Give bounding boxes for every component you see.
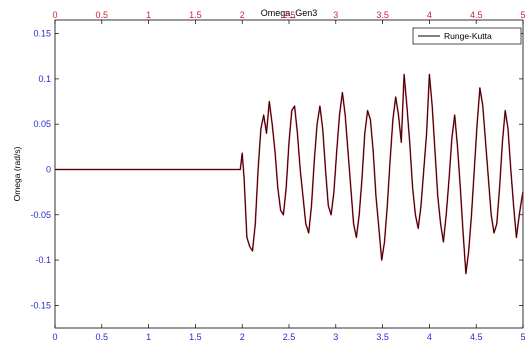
x-tick-label: 2 <box>240 332 245 342</box>
y-tick-label: -0.15 <box>30 300 51 310</box>
x-top-tick-label: 0.5 <box>96 10 109 20</box>
y-tick-label: 0.15 <box>33 29 51 39</box>
y-tick-label: 0.1 <box>38 74 51 84</box>
y-tick-label: -0.05 <box>30 210 51 220</box>
legend: Runge-Kutta <box>412 27 522 45</box>
x-top-tick-label: 1 <box>146 10 151 20</box>
x-top-tick-label: 3 <box>333 10 338 20</box>
x-tick-label: 0 <box>52 332 57 342</box>
x-top-tick-label: 1.5 <box>189 10 202 20</box>
x-tick-label: 2.5 <box>283 332 296 342</box>
chart-title: Omega_Gen3 <box>261 8 318 18</box>
x-top-tick-label: 2.5 <box>283 10 296 20</box>
x-tick-label: 1.5 <box>189 332 202 342</box>
x-top-tick-label: 0 <box>52 10 57 20</box>
series-lines <box>55 73 524 275</box>
x-top-tick-label: 3.5 <box>376 10 389 20</box>
y-axis-label: Omega (rad/s) <box>12 146 22 201</box>
plot-area <box>54 19 524 329</box>
x-top-tick-label: 5 <box>520 10 525 20</box>
y-tick-label: 0.05 <box>33 119 51 129</box>
x-tick-label: 4 <box>427 332 432 342</box>
x-tick-label: 0.5 <box>96 332 109 342</box>
x-top-tick-label: 2 <box>240 10 245 20</box>
y-tick-label: -0.1 <box>35 255 51 265</box>
x-tick-label: 5 <box>520 332 525 342</box>
series-line <box>55 74 524 274</box>
x-tick-label: 4.5 <box>470 332 483 342</box>
axis-ticks: 0 0 0.5 0.5 1 1 1.5 1.5 2 2 2.5 2.5 3 3 3.5 3.5 4 4 4.5 4.5… <box>30 10 525 342</box>
x-top-tick-label: 4.5 <box>470 10 483 20</box>
x-tick-label: 3.5 <box>376 332 389 342</box>
x-top-tick-label: 4 <box>427 10 432 20</box>
y-tick-label: 0 <box>46 164 51 174</box>
x-tick-label: 3 <box>333 332 338 342</box>
x-tick-label: 1 <box>146 332 151 342</box>
legend-label: Runge-Kutta <box>444 31 492 41</box>
legend-box <box>412 27 522 45</box>
